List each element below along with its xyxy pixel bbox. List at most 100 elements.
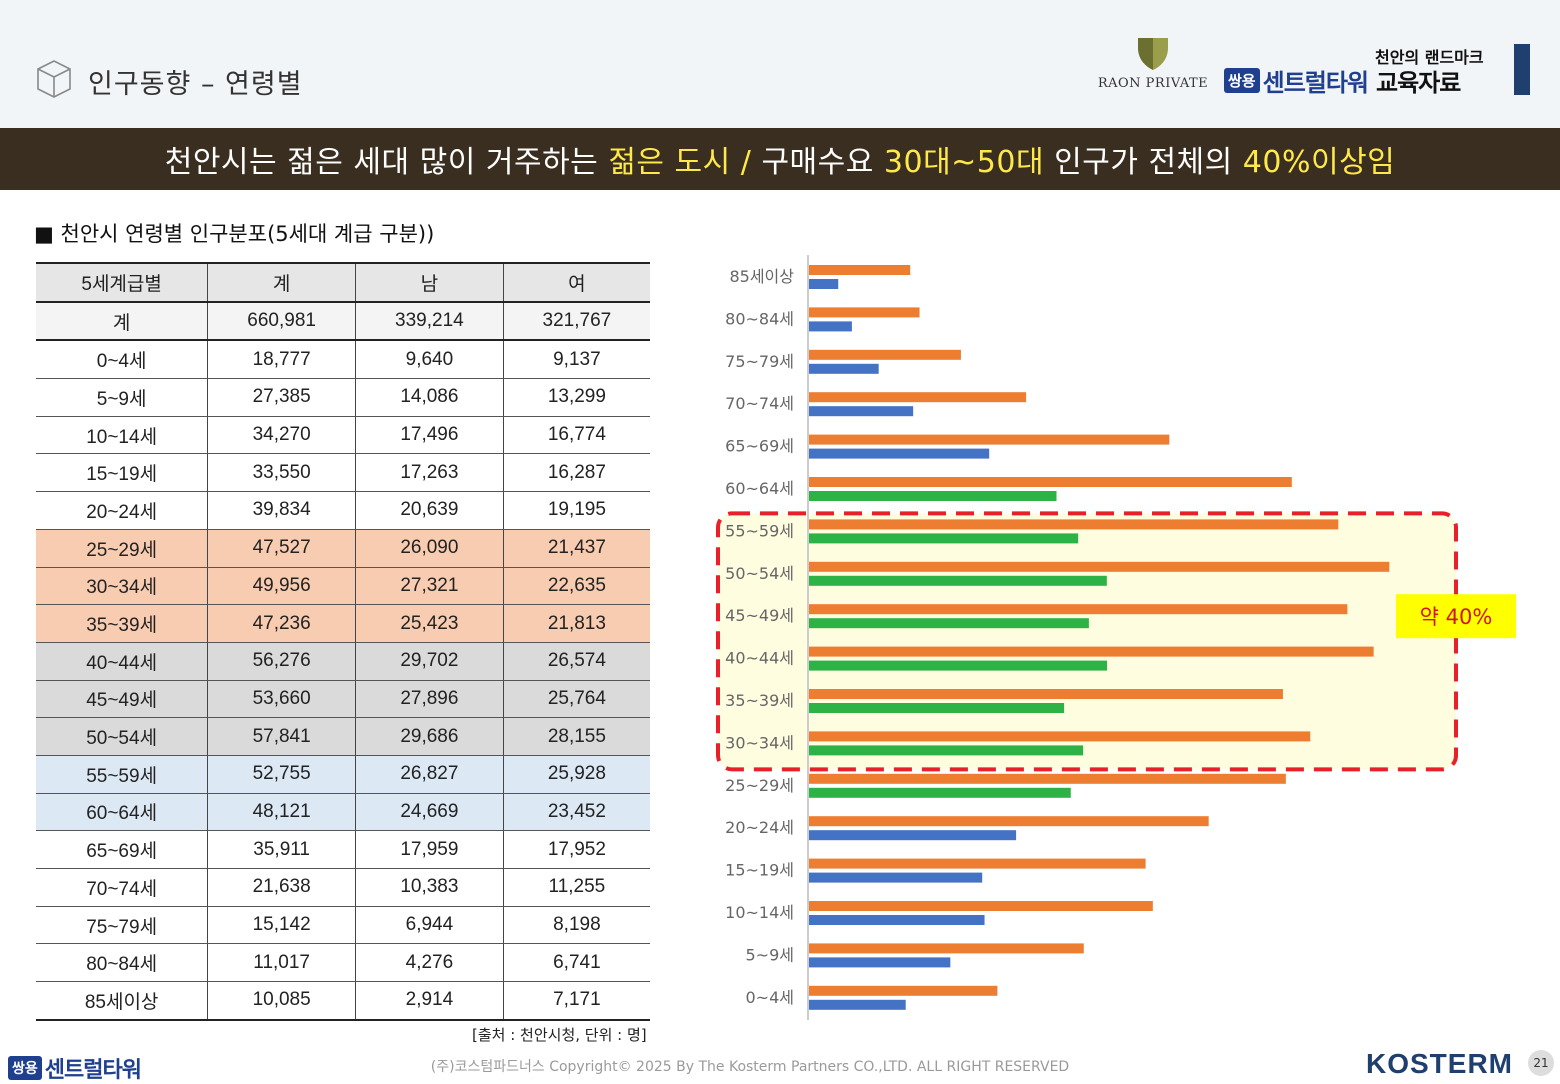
highlight-label-box	[1396, 594, 1516, 639]
table-cell: 26,574	[503, 642, 650, 681]
table-row: 55~59세 52,755 26,827 25,928	[36, 755, 650, 794]
table-cell: 47,527	[207, 529, 357, 568]
tick-label: 50~54세	[725, 564, 794, 583]
table-cell: 29,686	[355, 717, 504, 756]
table-cell: 11,017	[207, 943, 357, 983]
table-cell: 9,137	[503, 340, 650, 380]
tick-label: 70~74세	[725, 394, 794, 413]
tick-label: 5~9세	[746, 945, 795, 964]
bar-total	[809, 519, 1339, 530]
headline-banner: 천안시는 젊은 세대 많이 거주하는 젊은 도시 / 구매수요 30대~50대 …	[0, 128, 1560, 190]
bar-male	[809, 872, 983, 883]
bar-total	[809, 561, 1390, 572]
shield-icon	[1138, 38, 1168, 70]
bar-total	[809, 858, 1146, 869]
tick-label: 10~14세	[725, 903, 794, 922]
bar-total	[809, 349, 961, 360]
bar-male	[809, 406, 914, 417]
table-cell: 21,437	[503, 529, 650, 568]
source-note: [출처 : 천안시청, 단위 : 명]	[472, 1026, 647, 1044]
table-cell: 27,321	[355, 567, 504, 606]
table-cell: 85세이상	[36, 981, 209, 1021]
tick-label: 15~19세	[725, 861, 794, 880]
table-row: 15~19세 33,550 17,263 16,287	[36, 453, 650, 493]
raon-private-logo: RAON PRIVATE	[1092, 36, 1214, 98]
table-cell: 56,276	[207, 642, 357, 681]
bar-male	[809, 745, 1084, 756]
table-cell: 50~54세	[36, 717, 209, 756]
bar-male	[809, 660, 1108, 671]
table-row: 85세이상 10,085 2,914 7,171	[36, 981, 650, 1021]
table-row: 5~9세 27,385 14,086 13,299	[36, 378, 650, 417]
table-cell: 14,086	[355, 378, 504, 417]
table-cell: 23,452	[503, 793, 650, 832]
table-cell: 48,121	[207, 793, 357, 832]
tick-label: 75~79세	[725, 352, 794, 371]
population-bar-chart: 85세이상 80~84세 75~79세 70~74세 65~69세 60~64세 55~59…	[716, 255, 1516, 1020]
header-accent-bar	[1514, 44, 1530, 95]
table-cell: 6,741	[503, 943, 650, 983]
table-cell: 10,383	[355, 868, 504, 907]
table-cell: 계	[36, 301, 209, 342]
table-cell: 39,834	[207, 491, 357, 530]
table-cell: 80~84세	[36, 943, 209, 983]
bar-male	[809, 575, 1107, 586]
table-row: 35~39세 47,236 25,423 21,813	[36, 604, 650, 643]
table-cell: 57,841	[207, 717, 357, 756]
table-cell: 22,635	[503, 567, 650, 606]
table-cell: 18,777	[207, 340, 357, 380]
page-title: 인구동향 – 연령별	[88, 69, 303, 100]
bar-total	[809, 985, 998, 996]
banner-highlight-1: 젊은 도시 /	[608, 145, 752, 180]
header: 인구동향 – 연령별 RAON PRIVATE 천안의 랜드마크 쌍용 센트럴타…	[0, 0, 1560, 128]
table-cell: 28,155	[503, 717, 650, 756]
table-row: 60~64세 48,121 24,669 23,452	[36, 793, 650, 832]
table-cell: 0~4세	[36, 340, 209, 380]
table-cell: 11,255	[503, 868, 650, 907]
table-cell: 34,270	[207, 416, 357, 455]
bar-total	[809, 943, 1084, 954]
table-cell: 17,496	[355, 416, 504, 455]
table-cell: 25,423	[355, 604, 504, 643]
table-row: 25~29세 47,527 26,090 21,437	[36, 529, 650, 568]
table-cell: 26,827	[355, 755, 504, 794]
brand-badge: 쌍용	[1224, 67, 1260, 93]
column-header: 여	[503, 262, 650, 303]
column-header: 5세계급별	[36, 262, 209, 303]
table-cell: 660,981	[207, 301, 357, 342]
table-cell: 45~49세	[36, 680, 209, 719]
table-cell: 55~59세	[36, 755, 209, 794]
bar-total	[809, 773, 1286, 784]
tick-label: 45~49세	[725, 606, 794, 625]
tick-label: 20~24세	[725, 818, 794, 837]
bar-total	[809, 689, 1283, 699]
table-cell: 10~14세	[36, 416, 209, 455]
kosterm-logo: KOSTERM	[1366, 1048, 1513, 1079]
table-cell: 9,640	[355, 340, 504, 380]
table-row: 10~14세 34,270 17,496 16,774	[36, 416, 650, 455]
page-number: 21	[1528, 1050, 1554, 1076]
bar-total	[809, 604, 1348, 615]
highlight-box	[716, 511, 1458, 772]
table-cell: 40~44세	[36, 642, 209, 681]
table-cell: 25,928	[503, 755, 650, 794]
bar-total	[809, 646, 1374, 657]
table-cell: 19,195	[503, 491, 650, 530]
footer-brand-name: 센트럴타워	[44, 1058, 142, 1083]
table-cell: 53,660	[207, 680, 357, 719]
table-cell: 25,764	[503, 680, 650, 719]
bar-total	[809, 265, 911, 275]
section-title: ■ 천안시 연령별 인구분포(5세대 계급 구분))	[34, 222, 435, 246]
table-cell: 17,959	[355, 830, 504, 869]
table-row: 75~79세 15,142 6,944 8,198	[36, 906, 650, 945]
table-row: 70~74세 21,638 10,383 11,255	[36, 868, 650, 907]
table-cell: 17,263	[355, 453, 504, 493]
table-cell: 321,767	[503, 301, 650, 342]
bar-total	[809, 434, 1170, 445]
column-header: 남	[355, 262, 504, 303]
bar-male	[809, 363, 879, 374]
table-cell: 49,956	[207, 567, 357, 606]
bar-male	[809, 830, 1017, 841]
table-cell: 65~69세	[36, 830, 209, 869]
bar-total	[809, 816, 1209, 827]
